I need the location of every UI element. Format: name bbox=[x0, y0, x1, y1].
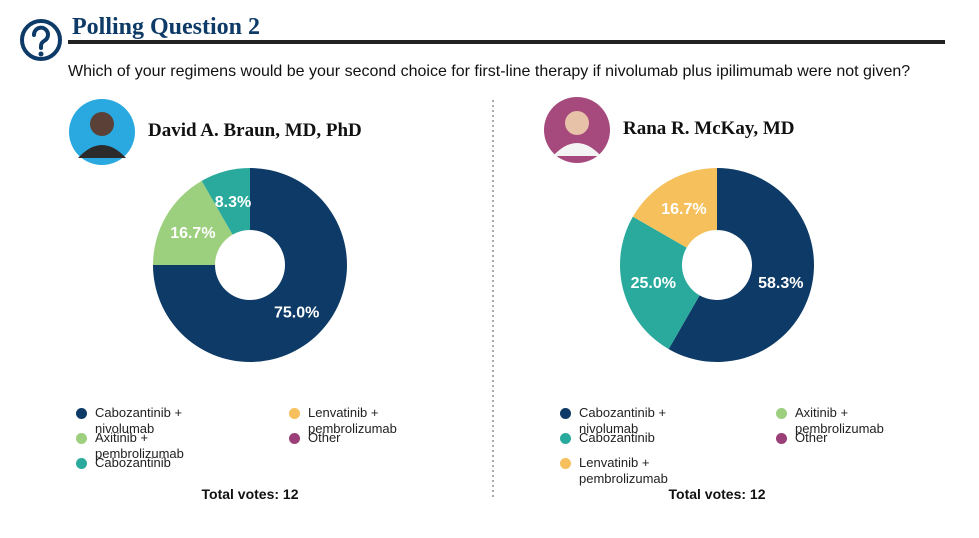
legend-label: Other bbox=[795, 430, 828, 445]
legend-item: Lenvatinib + pembrolizumab bbox=[560, 455, 691, 487]
avatar-head bbox=[565, 111, 589, 135]
legend-marker bbox=[776, 433, 787, 444]
value-label: 25.0% bbox=[631, 275, 676, 292]
legend-marker bbox=[560, 458, 571, 469]
title: Polling Question 2 bbox=[72, 14, 260, 40]
value-label: 8.3% bbox=[215, 194, 251, 211]
avatar-head bbox=[90, 112, 114, 136]
legend-item: Other bbox=[776, 430, 828, 446]
legend-marker bbox=[560, 408, 571, 419]
legend-label: Other bbox=[308, 430, 341, 445]
legend-item: Axitinib + pembrolizumab bbox=[76, 430, 207, 462]
rule bbox=[68, 40, 945, 44]
legend-marker bbox=[76, 458, 87, 469]
legend-label: Axitinib + pembrolizumab bbox=[95, 430, 184, 461]
question: Which of your regimens would be your sec… bbox=[68, 63, 910, 80]
slice bbox=[620, 216, 700, 350]
legend-item: Cabozantinib + nivolumab bbox=[560, 405, 691, 437]
total-votes: Total votes: 12 bbox=[669, 486, 766, 502]
legend-label: Cabozantinib bbox=[95, 455, 171, 470]
legend-item: Cabozantinib bbox=[76, 455, 171, 471]
legend-item: Cabozantinib bbox=[560, 430, 655, 446]
legend-item: Other bbox=[289, 430, 341, 446]
legend-marker bbox=[289, 408, 300, 419]
legend-label: Cabozantinib + nivolumab bbox=[579, 405, 667, 436]
slice bbox=[632, 168, 717, 248]
legend-label: Cabozantinib + nivolumab bbox=[95, 405, 183, 436]
question-dot bbox=[38, 51, 44, 57]
slice bbox=[668, 168, 814, 362]
value-label: 58.3% bbox=[758, 275, 803, 292]
slice bbox=[153, 180, 233, 265]
avatar-body bbox=[553, 143, 601, 156]
legend-label: Lenvatinib + pembrolizumab bbox=[579, 455, 668, 486]
question-glyph bbox=[32, 25, 50, 50]
total-votes: Total votes: 12 bbox=[202, 486, 299, 502]
legend-item: Axitinib + pembrolizumab bbox=[776, 405, 907, 437]
legend-label: Lenvatinib + pembrolizumab bbox=[308, 405, 397, 436]
slice bbox=[201, 168, 250, 235]
legend-item: Cabozantinib + nivolumab bbox=[76, 405, 207, 437]
presenter-name: Rana R. McKay, MD bbox=[623, 118, 795, 139]
legend-item: Lenvatinib + pembrolizumab bbox=[289, 405, 420, 437]
value-label: 16.7% bbox=[170, 225, 215, 242]
legend-label: Axitinib + pembrolizumab bbox=[795, 405, 884, 436]
legend-marker bbox=[76, 433, 87, 444]
question-icon bbox=[20, 19, 62, 61]
value-label: 16.7% bbox=[661, 201, 706, 218]
slice bbox=[153, 168, 347, 362]
value-label: 75.0% bbox=[274, 305, 319, 322]
avatar-body bbox=[78, 145, 126, 158]
legend-marker bbox=[776, 408, 787, 419]
legend-marker bbox=[289, 433, 300, 444]
legend-marker bbox=[560, 433, 571, 444]
legend-marker bbox=[76, 408, 87, 419]
presenter-name: David A. Braun, MD, PhD bbox=[148, 120, 362, 141]
legend-label: Cabozantinib bbox=[579, 430, 655, 445]
